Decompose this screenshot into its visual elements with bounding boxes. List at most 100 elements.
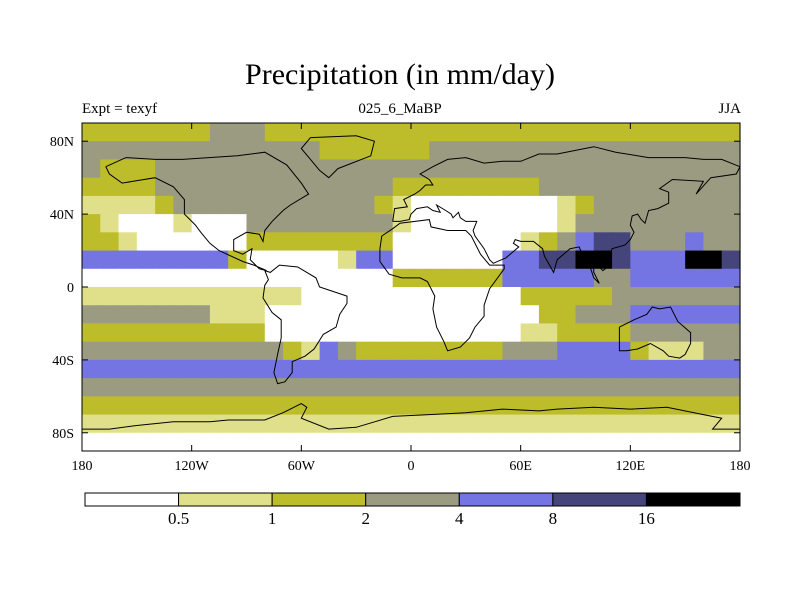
precip-cell (136, 232, 156, 252)
precip-cell (538, 359, 558, 379)
precip-cell (447, 378, 467, 397)
precip-cell (575, 378, 595, 397)
precip-cell (246, 396, 266, 416)
precip-cell (721, 323, 741, 343)
precip-cell (356, 341, 376, 361)
precip-cell (429, 341, 449, 361)
precip-cell (228, 359, 248, 379)
precip-cell (411, 177, 430, 197)
precip-cell (173, 214, 193, 233)
precip-cell (319, 159, 339, 179)
precip-cell (374, 232, 394, 252)
precip-cell (411, 432, 430, 452)
precip-cell (356, 250, 376, 270)
precip-cell (612, 268, 631, 288)
precip-cell (465, 396, 485, 416)
precip-cell (374, 305, 394, 325)
time-label: 025_6_MaBP (358, 101, 442, 117)
precip-cell (465, 177, 485, 197)
precip-cell (173, 141, 193, 161)
precip-cell (136, 159, 156, 179)
precip-cell (411, 359, 430, 379)
precip-cell (209, 414, 229, 434)
precip-cell (612, 396, 631, 416)
precip-cell (173, 323, 193, 343)
precip-cell (319, 305, 339, 325)
precip-cell (685, 123, 705, 142)
precip-cell (593, 250, 613, 270)
precip-cell (319, 414, 339, 434)
precip-cell (502, 305, 522, 325)
precip-cell (118, 396, 138, 416)
precip-cell (136, 268, 156, 288)
precip-cell (136, 214, 156, 233)
precip-cell (136, 341, 156, 361)
precip-cell (118, 378, 138, 397)
precip-cell (319, 396, 339, 416)
precip-cell (721, 378, 741, 397)
precip-cell (155, 414, 174, 434)
precip-cell (209, 432, 229, 452)
precip-cell (136, 123, 156, 142)
precip-cell (502, 232, 522, 252)
precip-cell (264, 341, 284, 361)
precip-cell (612, 414, 631, 434)
precip-cell (630, 414, 650, 434)
precip-cell (411, 323, 430, 343)
precip-cell (429, 359, 449, 379)
precip-cell (228, 341, 248, 361)
precip-cell (173, 305, 193, 325)
precip-cell (209, 250, 229, 270)
precip-cell (356, 177, 376, 197)
precip-cell (557, 141, 577, 161)
precip-cell (630, 177, 650, 197)
precip-cell (484, 378, 503, 397)
precip-cell (703, 195, 723, 215)
precip-cell (557, 268, 577, 288)
precip-cell (447, 323, 467, 343)
precip-cell (557, 414, 577, 434)
precip-cell (118, 250, 138, 270)
precip-cell (575, 414, 595, 434)
precip-cell (246, 141, 266, 161)
precip-cell (264, 232, 284, 252)
precip-cell (484, 359, 503, 379)
colorbar-label: 4 (455, 509, 464, 528)
precip-cell (392, 159, 412, 179)
colorbar-label: 8 (549, 509, 558, 528)
precip-cell (630, 268, 650, 288)
precip-cell (283, 141, 302, 161)
precip-cell (191, 414, 211, 434)
precip-cell (666, 414, 686, 434)
precip-cell (648, 341, 668, 361)
precip-cell (575, 232, 595, 252)
precip-cell (246, 232, 266, 252)
precip-cell (118, 359, 138, 379)
precip-cell (82, 141, 101, 161)
precip-cell (283, 396, 302, 416)
precip-cell (82, 214, 101, 233)
precip-cell (173, 414, 193, 434)
precip-cell (429, 141, 449, 161)
precip-cell (648, 250, 668, 270)
precip-cell (191, 250, 211, 270)
precip-cell (337, 141, 357, 161)
precip-cell (411, 214, 430, 233)
precip-cell (721, 341, 741, 361)
precip-cell (209, 323, 229, 343)
precip-cell (502, 341, 522, 361)
precip-cell (136, 396, 156, 416)
precip-cell (447, 414, 467, 434)
precip-cell (374, 414, 394, 434)
precip-cell (703, 305, 723, 325)
precip-cell (557, 305, 577, 325)
precip-cell (685, 232, 705, 252)
precip-cell (246, 177, 266, 197)
precip-cell (703, 432, 723, 452)
colorbar-label: 1 (268, 509, 277, 528)
precip-cell (575, 250, 595, 270)
precip-cell (392, 232, 412, 252)
precip-cell (374, 341, 394, 361)
precip-cell (319, 141, 339, 161)
precip-cell (100, 232, 120, 252)
